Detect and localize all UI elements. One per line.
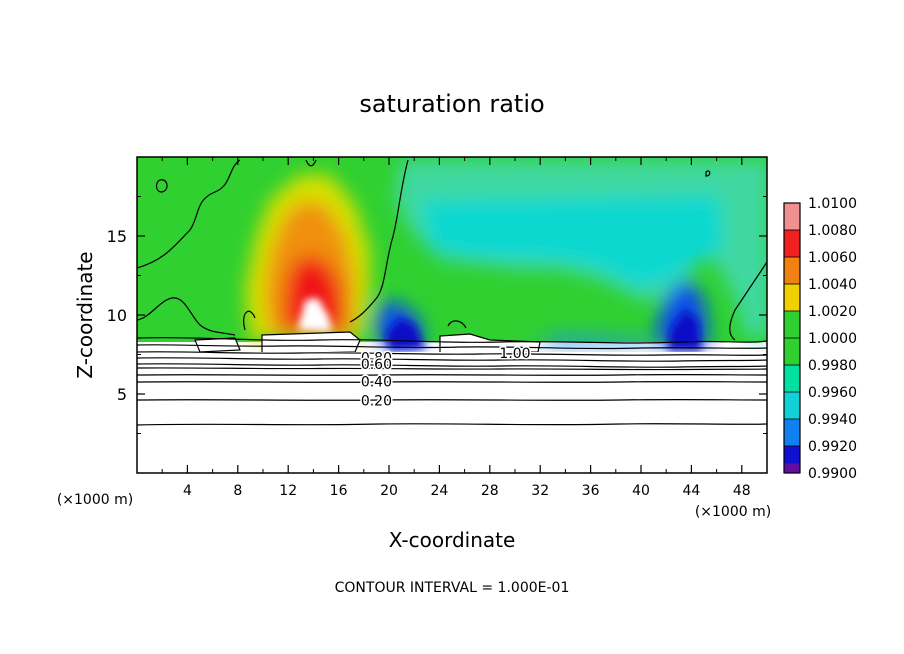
colorbar-label: 0.9920 <box>808 439 857 455</box>
contour-labels: 0.800.600.40 0.20 1.00 <box>359 344 532 410</box>
colorbar-segment <box>784 203 800 231</box>
x-unit-label-left: (×1000 m) <box>57 492 133 508</box>
colorbar-segment <box>784 338 800 366</box>
red-region <box>285 255 345 330</box>
colorbar-label: 1.0080 <box>808 223 857 239</box>
x-tick-label: 24 <box>430 483 448 499</box>
colorbar-label: 1.0020 <box>808 304 857 320</box>
contour-label: 0.80 <box>361 351 392 367</box>
colorbar-segment <box>784 392 800 420</box>
x-tick-label: 44 <box>682 483 700 499</box>
colorbar-label: 0.9940 <box>808 412 857 428</box>
colorbar-segment <box>784 311 800 339</box>
colorbar-label: 1.0040 <box>808 277 857 293</box>
x-tick-label: 36 <box>582 483 600 499</box>
colorbar-segment <box>784 365 800 393</box>
x-tick-label: 20 <box>380 483 398 499</box>
x-tick-label: 4 <box>183 483 192 499</box>
colorbar-segment <box>784 257 800 285</box>
y-axis-ticks: 5 10 15 <box>107 196 767 434</box>
white-core <box>298 298 332 332</box>
cloud-blocks <box>194 331 541 355</box>
cyan-region <box>420 195 725 290</box>
colorbar-label: 0.9900 <box>808 466 857 482</box>
colorbar-segment <box>784 419 800 447</box>
y-axis-label: Z-coordinate <box>73 251 97 378</box>
colorbar-segment <box>784 463 800 473</box>
saturation-field <box>137 157 767 350</box>
colorbar-label: 0.9960 <box>808 385 857 401</box>
x-tick-label: 12 <box>279 483 297 499</box>
x-tick-label: 40 <box>632 483 650 499</box>
unity-contours <box>137 159 767 341</box>
contour-interval-footer: CONTOUR INTERVAL = 1.000E-01 <box>335 580 570 596</box>
contour-label: 1.00 <box>499 346 530 362</box>
dark-blue-right <box>668 310 702 350</box>
dark-blue-left <box>385 318 425 350</box>
x-tick-label: 8 <box>233 483 242 499</box>
colorbar-segment <box>784 230 800 258</box>
chart-title: saturation ratio <box>359 90 544 118</box>
contour-label: 0.20 <box>361 393 392 409</box>
colorbar-segment <box>784 284 800 312</box>
colorbar-label: 0.9980 <box>808 358 857 374</box>
y-tick-label: 10 <box>107 306 127 325</box>
y-tick-label: 5 <box>117 385 127 404</box>
colorbar-label: 1.0000 <box>808 331 857 347</box>
plot-area: 0.800.600.40 0.20 1.00 <box>137 157 767 473</box>
x-tick-label: 32 <box>531 483 549 499</box>
x-tick-label: 16 <box>330 483 348 499</box>
contour-label: 0.60 <box>361 357 392 373</box>
colorbar-label: 1.0060 <box>808 250 857 266</box>
colorbar: 1.0100 1.0080 1.0060 1.0040 1.0020 1.0000 0.99… <box>783 196 857 482</box>
subsaturated-contours <box>137 336 767 426</box>
x-unit-label-right: (×1000 m) <box>695 504 771 520</box>
contour-label: 0.40 <box>361 374 392 390</box>
x-axis-ticks: 4 8 12 16 20 24 28 32 36 40 44 48 <box>161 157 751 499</box>
x-tick-label: 48 <box>733 483 751 499</box>
y-tick-label: 15 <box>107 227 127 246</box>
colorbar-label: 1.0100 <box>808 196 857 212</box>
x-tick-label: 28 <box>481 483 499 499</box>
x-axis-label: X-coordinate <box>389 528 516 552</box>
